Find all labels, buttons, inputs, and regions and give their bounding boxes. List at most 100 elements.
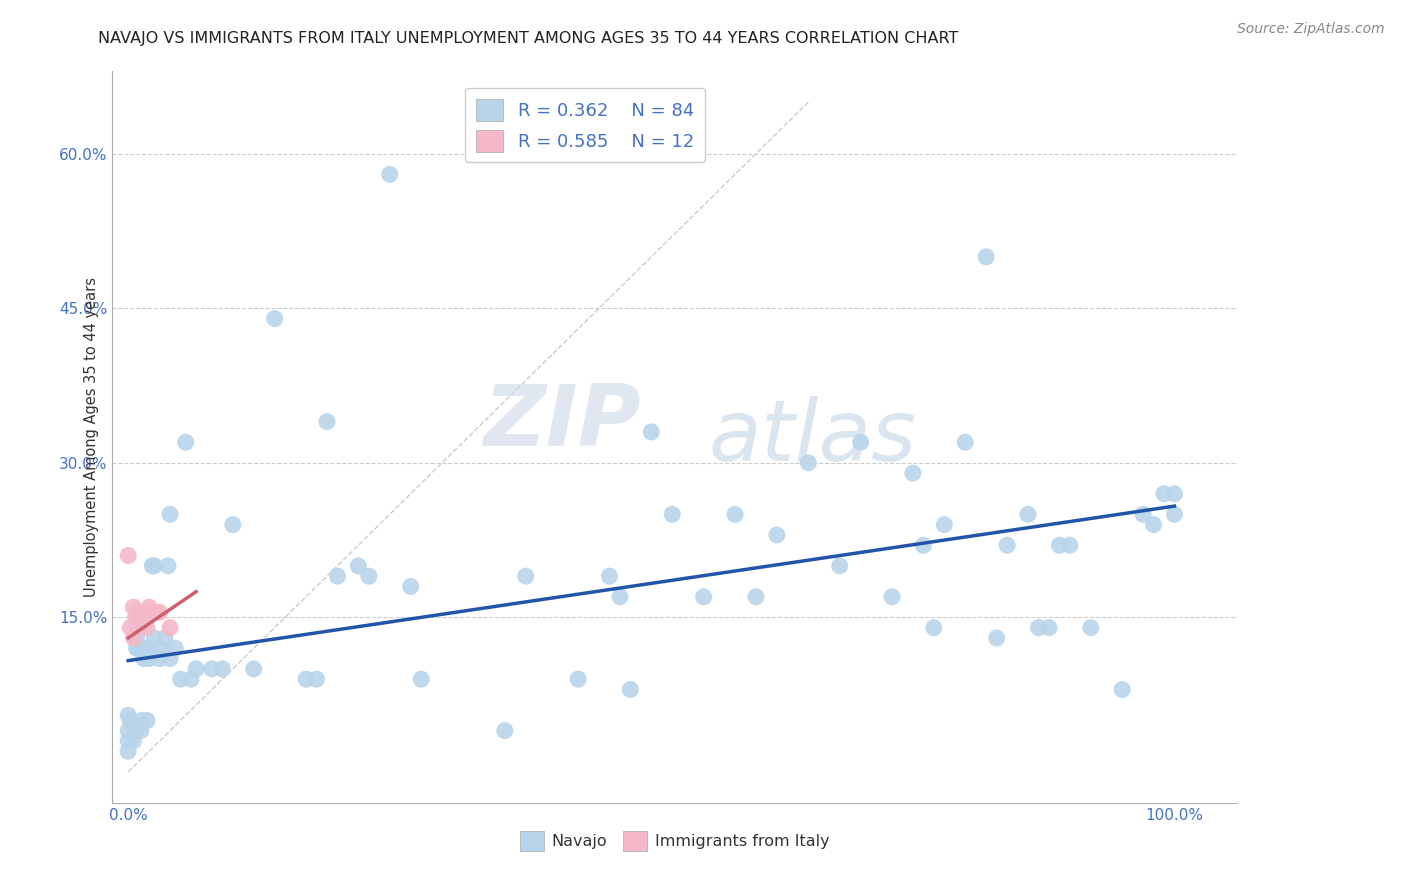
Point	[136, 647, 159, 661]
Point	[1017, 508, 1039, 522]
Point	[122, 631, 145, 645]
Point	[1080, 621, 1102, 635]
Point	[934, 517, 956, 532]
Point	[117, 723, 139, 738]
Point	[186, 662, 208, 676]
Point	[766, 528, 789, 542]
Point	[165, 641, 187, 656]
Point	[912, 538, 935, 552]
Point	[849, 435, 872, 450]
Point	[745, 590, 768, 604]
Point	[347, 558, 370, 573]
Point	[141, 647, 163, 661]
Point	[619, 682, 641, 697]
Point	[174, 435, 197, 450]
Point	[295, 672, 318, 686]
Point	[661, 508, 683, 522]
Text: ZIP: ZIP	[484, 381, 641, 464]
Text: atlas: atlas	[709, 395, 917, 479]
Point	[411, 672, 433, 686]
Point	[124, 610, 146, 624]
Point	[132, 605, 155, 619]
Legend: Navajo, Immigrants from Italy: Navajo, Immigrants from Italy	[513, 825, 837, 857]
Point	[1153, 487, 1175, 501]
Point	[1163, 487, 1185, 501]
Point	[159, 508, 181, 522]
Point	[159, 651, 181, 665]
Point	[117, 708, 139, 723]
Point	[125, 631, 148, 645]
Point	[797, 456, 820, 470]
Point	[640, 425, 662, 439]
Point	[901, 466, 924, 480]
Point	[201, 662, 224, 676]
Point	[136, 621, 159, 635]
Point	[955, 435, 977, 450]
Point	[143, 558, 166, 573]
Point	[880, 590, 903, 604]
Point	[567, 672, 589, 686]
Point	[153, 631, 176, 645]
Point	[1028, 621, 1050, 635]
Point	[117, 734, 139, 748]
Text: NAVAJO VS IMMIGRANTS FROM ITALY UNEMPLOYMENT AMONG AGES 35 TO 44 YEARS CORRELATI: NAVAJO VS IMMIGRANTS FROM ITALY UNEMPLOY…	[98, 31, 959, 46]
Point	[1038, 621, 1060, 635]
Point	[609, 590, 631, 604]
Point	[986, 631, 1008, 645]
Point	[138, 641, 160, 656]
Point	[1163, 508, 1185, 522]
Point	[263, 311, 285, 326]
Point	[598, 569, 620, 583]
Point	[120, 621, 142, 635]
Point	[922, 621, 945, 635]
Point	[399, 579, 422, 593]
Point	[117, 549, 139, 563]
Point	[136, 714, 159, 728]
Point	[357, 569, 380, 583]
Point	[143, 605, 166, 619]
Point	[1059, 538, 1081, 552]
Point	[1142, 517, 1164, 532]
Point	[316, 415, 339, 429]
Point	[1132, 508, 1154, 522]
Point	[159, 621, 181, 635]
Point	[828, 558, 851, 573]
Point	[222, 517, 245, 532]
Point	[974, 250, 997, 264]
Point	[378, 167, 401, 181]
Point	[138, 651, 160, 665]
Point	[138, 600, 160, 615]
Point	[120, 714, 142, 728]
Point	[148, 651, 170, 665]
Point	[995, 538, 1018, 552]
Point	[242, 662, 264, 676]
Point	[326, 569, 349, 583]
Point	[148, 605, 170, 619]
Point	[129, 723, 152, 738]
Point	[125, 641, 148, 656]
Point	[1047, 538, 1070, 552]
Point	[128, 641, 150, 656]
Point	[117, 744, 139, 758]
Point	[122, 734, 145, 748]
Point	[169, 672, 191, 686]
Point	[132, 641, 155, 656]
Point	[141, 558, 163, 573]
Point	[156, 558, 179, 573]
Point	[128, 621, 150, 635]
Point	[122, 600, 145, 615]
Point	[124, 723, 146, 738]
Point	[131, 714, 153, 728]
Point	[692, 590, 714, 604]
Point	[305, 672, 328, 686]
Point	[515, 569, 537, 583]
Point	[143, 631, 166, 645]
Point	[724, 508, 747, 522]
Point	[150, 641, 173, 656]
Point	[494, 723, 516, 738]
Point	[132, 651, 155, 665]
Text: Source: ZipAtlas.com: Source: ZipAtlas.com	[1237, 22, 1385, 37]
Point	[211, 662, 233, 676]
Y-axis label: Unemployment Among Ages 35 to 44 years: Unemployment Among Ages 35 to 44 years	[83, 277, 98, 597]
Point	[128, 605, 150, 619]
